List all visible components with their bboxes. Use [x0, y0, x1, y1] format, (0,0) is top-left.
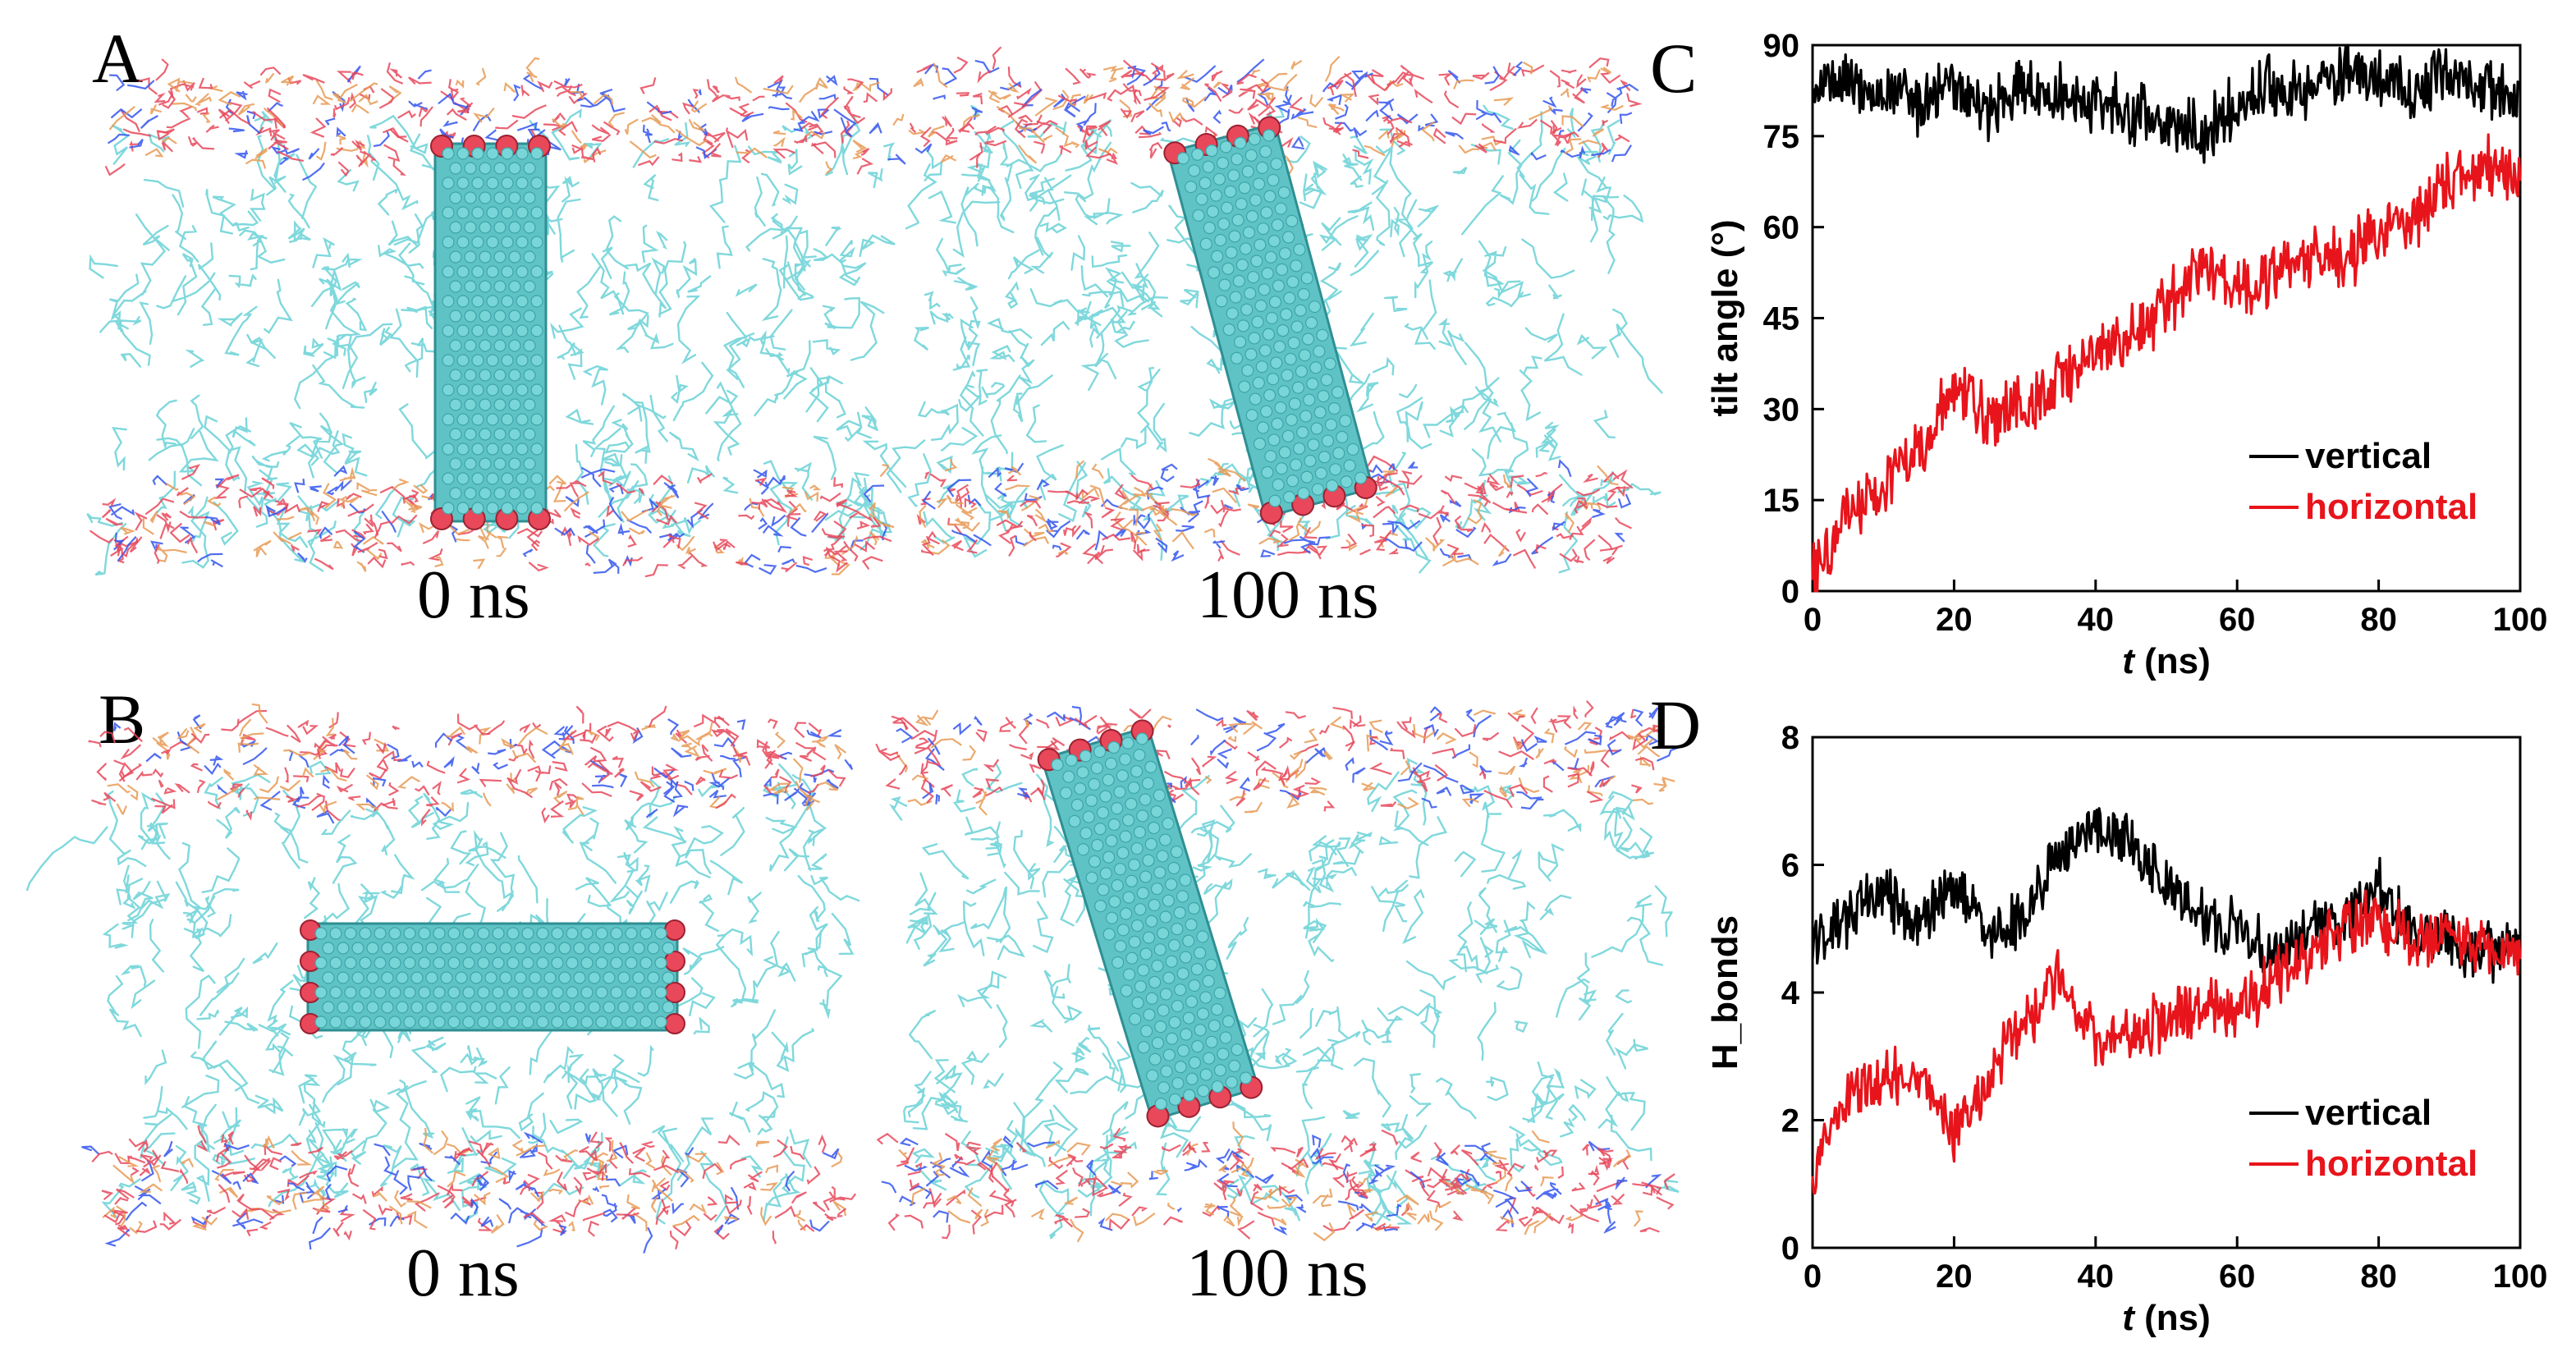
lipid-bilayer-b-right: [875, 700, 1680, 1243]
x-tick-label: 40: [2078, 1258, 2115, 1295]
y-tick-label: 2: [1781, 1103, 1799, 1139]
series-line-horizontal: [1811, 889, 2522, 1194]
membrane-b-right: 100 ns: [875, 700, 1680, 1311]
y-axis-label: tilt angle (°): [1705, 219, 1745, 416]
y-tick-label: 45: [1763, 301, 1800, 337]
y-tick-label: 30: [1763, 392, 1800, 428]
x-tick-label: 0: [1804, 1258, 1822, 1295]
y-tick-label: 6: [1781, 848, 1799, 884]
x-axis-label: t (ns): [2122, 1298, 2211, 1338]
x-tick-label: 20: [1936, 602, 1973, 638]
legend-label-vertical: vertical: [2305, 436, 2432, 476]
lipid-bilayer-a-right: [886, 46, 1663, 574]
tilt-angle-chart: 0 20 40 60 80 100 0 15 30 45 60 75 90 t (ns) tilt angl…: [1705, 28, 2547, 681]
legend-label-horizontal: horizontal: [2305, 1144, 2477, 1184]
nanotube-a-left-vertical: [430, 135, 551, 530]
panel-letter-c: C: [1650, 29, 1697, 108]
y-tick-label: 75: [1763, 119, 1800, 155]
membrane-a-right: 100 ns: [886, 46, 1663, 633]
nanotube-a-right-tilted: [1163, 116, 1377, 525]
legend-label-horizontal: horizontal: [2305, 487, 2477, 527]
y-tick-label: 90: [1763, 28, 1800, 64]
legend-label-vertical: vertical: [2305, 1093, 2432, 1133]
series-line-horizontal: [1811, 133, 2522, 593]
x-tick-label: 100: [2493, 602, 2548, 638]
x-tick-label: 80: [2360, 1258, 2397, 1295]
x-tick-label: 100: [2493, 1258, 2548, 1295]
x-tick-label: 40: [2078, 602, 2115, 638]
y-tick-label: 0: [1781, 574, 1799, 610]
x-tick-label: 60: [2219, 1258, 2256, 1295]
panel-letter-a: A: [92, 19, 143, 98]
x-axis-label: t (ns): [2122, 641, 2211, 681]
x-tick-label: 20: [1936, 1258, 1973, 1295]
x-tick-label: 60: [2219, 602, 2256, 638]
series-line-vertical: [1811, 807, 2522, 984]
lipid-bilayer-b-left: [26, 703, 860, 1254]
time-label-b-right: 100 ns: [1186, 1235, 1368, 1311]
membrane-b-left: 0 ns: [26, 703, 860, 1311]
membrane-a-left: 0 ns: [86, 57, 907, 633]
y-tick-label: 15: [1763, 483, 1800, 519]
y-tick-label: 8: [1781, 720, 1799, 756]
y-axis-label: H_bonds: [1705, 915, 1745, 1070]
time-label-b-left: 0 ns: [406, 1235, 520, 1311]
x-tick-label: 0: [1804, 602, 1822, 638]
y-tick-label: 0: [1781, 1231, 1799, 1267]
panel-letter-b: B: [99, 680, 145, 759]
y-tick-label: 60: [1763, 210, 1800, 246]
y-tick-label: 4: [1781, 975, 1800, 1011]
nanotube-b-right-tilted: [1037, 719, 1263, 1128]
series-line-vertical: [1812, 44, 2522, 164]
time-label-a-left: 0 ns: [417, 557, 530, 633]
panel-letter-d: D: [1650, 685, 1701, 764]
hbonds-chart: 0 20 40 60 80 100 0 2 4 6 8 t (ns) H_bonds vertical ho…: [1705, 720, 2547, 1338]
nanotube-b-left-horizontal: [300, 919, 685, 1034]
x-tick-label: 80: [2360, 602, 2397, 638]
time-label-a-right: 100 ns: [1197, 557, 1379, 633]
